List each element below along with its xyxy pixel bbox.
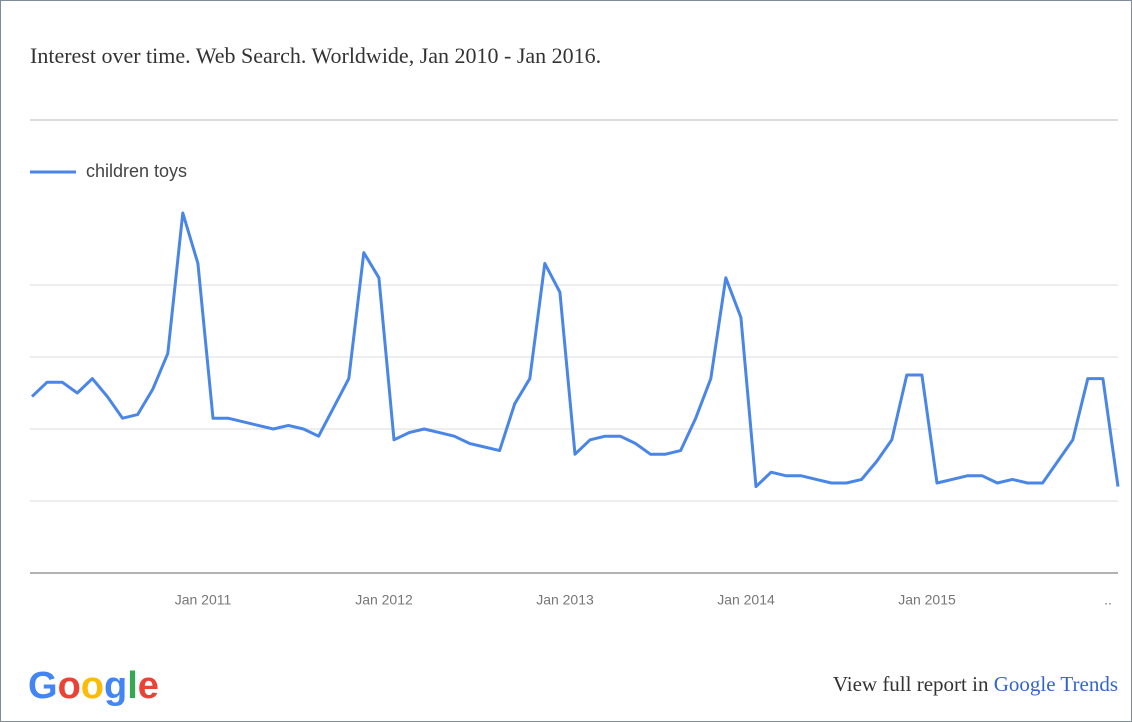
x-tick-label: Jan 2012 bbox=[355, 592, 413, 608]
logo-letter: g bbox=[104, 665, 127, 707]
legend-label: children toys bbox=[86, 161, 187, 181]
logo-letter: e bbox=[138, 665, 159, 707]
logo-letter: o bbox=[58, 665, 81, 707]
legend: children toys bbox=[30, 161, 187, 181]
x-tick-label: Jan 2013 bbox=[536, 592, 594, 608]
report-text: View full report in Google Trends bbox=[833, 672, 1118, 696]
x-tick-label: Jan 2014 bbox=[717, 592, 775, 608]
chart-title: Interest over time. Web Search. Worldwid… bbox=[30, 43, 601, 68]
logo-letter: l bbox=[127, 665, 138, 707]
report-link[interactable]: Google Trends bbox=[994, 672, 1118, 696]
report-prefix: View full report in bbox=[833, 672, 994, 696]
x-tick-label: .. bbox=[1104, 592, 1112, 608]
logo-letter: o bbox=[81, 665, 104, 707]
google-logo: Google bbox=[28, 665, 159, 707]
x-tick-label: Jan 2011 bbox=[175, 592, 232, 608]
series-line bbox=[30, 211, 1120, 489]
x-tick-label: Jan 2015 bbox=[898, 592, 956, 608]
x-labels: Jan 2011 Jan 2012 Jan 2013 Jan 2014 Jan 2015… bbox=[175, 592, 1112, 608]
logo-letter: G bbox=[28, 665, 58, 707]
plot bbox=[30, 211, 1120, 489]
